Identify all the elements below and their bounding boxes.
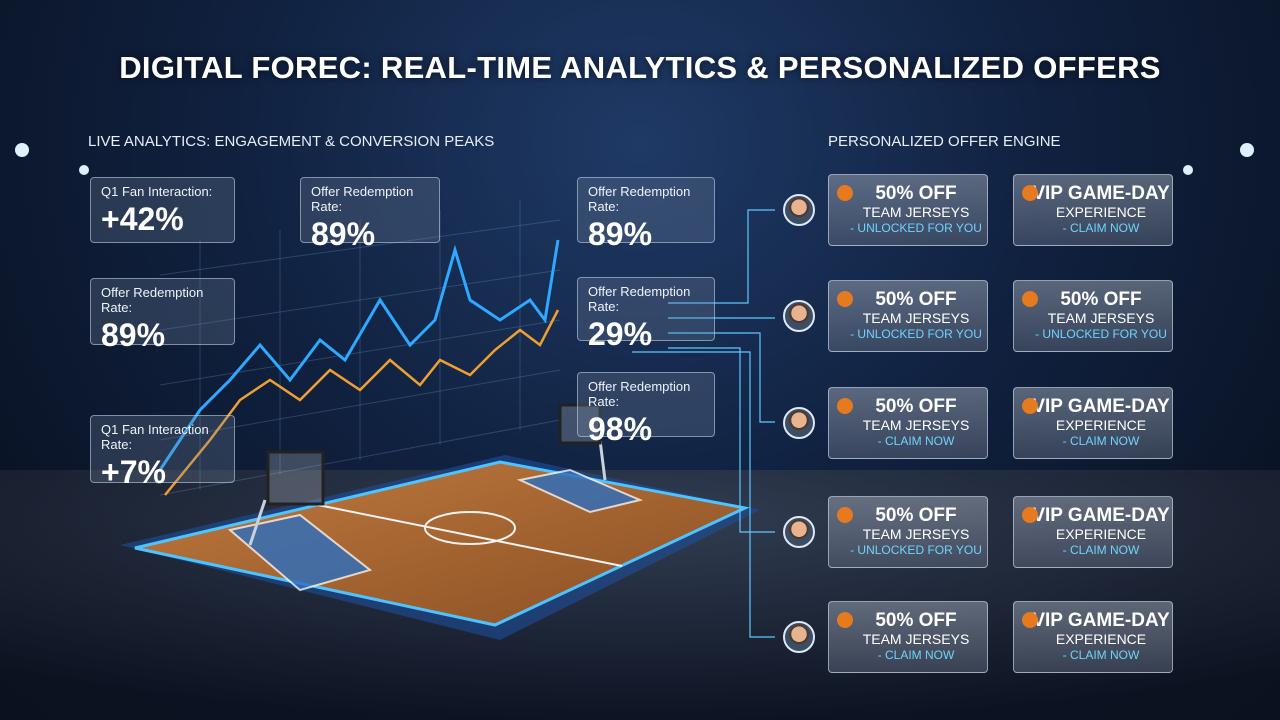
offer-card[interactable]: 50% OFF TEAM JERSEYS - UNLOCKED FOR YOU: [828, 174, 988, 246]
stat-card: Offer Redemption Rate: 98%: [577, 372, 715, 447]
offer-status: - CLAIM NOW: [877, 434, 955, 448]
offer-card[interactable]: VIP GAME-DAY EXPERIENCE - CLAIM NOW: [1013, 601, 1173, 673]
stat-label: Offer Redemption Rate:: [588, 379, 691, 409]
offer-headline: 50% OFF: [875, 289, 957, 310]
offer-headline: 50% OFF: [875, 396, 957, 417]
stat-label: Offer Redemption Rate:: [311, 184, 414, 214]
offer-item: TEAM JERSEYS: [862, 204, 970, 220]
stat-card: Offer Redemption Rate: 89%: [300, 177, 440, 252]
stat-value: 89%: [588, 216, 653, 252]
team-icon: [1022, 507, 1038, 523]
page-title: DIGITAL FOREC: REAL-TIME ANALYTICS & PER…: [119, 50, 1161, 85]
offer-item: EXPERIENCE: [1055, 204, 1147, 220]
offer-headline: VIP GAME-DAY: [1032, 610, 1170, 631]
stat-card: Offer Redemption Rate: 89%: [577, 177, 715, 252]
offer-item: EXPERIENCE: [1055, 526, 1147, 542]
offer-status: - CLAIM NOW: [1062, 221, 1140, 235]
offer-status: - UNLOCKED FOR YOU: [850, 543, 982, 557]
offer-card[interactable]: VIP GAME-DAY EXPERIENCE - CLAIM NOW: [1013, 496, 1173, 568]
offer-card[interactable]: 50% OFF TEAM JERSEYS - UNLOCKED FOR YOU: [1013, 280, 1173, 352]
offer-status: - CLAIM NOW: [877, 648, 955, 662]
team-icon: [1022, 612, 1038, 628]
offer-item: TEAM JERSEYS: [1047, 310, 1155, 326]
avatar: [783, 194, 815, 226]
stat-value: 89%: [311, 216, 376, 252]
offer-item: EXPERIENCE: [1055, 417, 1147, 433]
stat-card: Offer Redemption Rate: 29%: [577, 277, 715, 352]
avatar: [783, 621, 815, 653]
stat-value: 29%: [588, 316, 653, 352]
avatar: [783, 407, 815, 439]
avatar: [783, 300, 815, 332]
stat-label: Offer Redemption Rate:: [101, 285, 204, 315]
offer-headline: VIP GAME-DAY: [1032, 396, 1170, 417]
offer-status: - CLAIM NOW: [1062, 543, 1140, 557]
offer-headline: 50% OFF: [875, 610, 957, 631]
offer-status: - CLAIM NOW: [1062, 434, 1140, 448]
stat-label: Q1 Fan Interaction:: [101, 184, 213, 199]
stat-value: +42%: [101, 201, 184, 237]
stat-label: Q1 Fan Interaction Rate:: [101, 422, 209, 452]
offer-headline: 50% OFF: [875, 183, 957, 204]
team-icon: [837, 185, 853, 201]
team-icon: [837, 398, 853, 414]
stat-value: 98%: [588, 411, 653, 447]
stat-card: Offer Redemption Rate: 89%: [90, 278, 235, 353]
offer-item: TEAM JERSEYS: [862, 526, 970, 542]
team-icon: [1022, 185, 1038, 201]
stat-card: Q1 Fan Interaction: +42%: [90, 177, 235, 243]
offer-card[interactable]: 50% OFF TEAM JERSEYS - CLAIM NOW: [828, 601, 988, 673]
stat-label: Offer Redemption Rate:: [588, 284, 691, 314]
offer-card[interactable]: VIP GAME-DAY EXPERIENCE - CLAIM NOW: [1013, 174, 1173, 246]
stat-value: 89%: [101, 317, 166, 353]
team-icon: [1022, 398, 1038, 414]
offer-item: TEAM JERSEYS: [862, 310, 970, 326]
stat-label: Offer Redemption Rate:: [588, 184, 691, 214]
analytics-title: LIVE ANALYTICS: ENGAGEMENT & CONVERSION …: [88, 133, 495, 150]
offer-headline: VIP GAME-DAY: [1032, 183, 1170, 204]
stat-card: Q1 Fan Interaction Rate: +7%: [90, 415, 235, 490]
offer-card[interactable]: 50% OFF TEAM JERSEYS - CLAIM NOW: [828, 387, 988, 459]
team-icon: [837, 291, 853, 307]
team-icon: [837, 507, 853, 523]
offer-status: - CLAIM NOW: [1062, 648, 1140, 662]
offer-headline: 50% OFF: [875, 505, 957, 526]
stat-value: +7%: [101, 454, 166, 490]
offer-card[interactable]: 50% OFF TEAM JERSEYS - UNLOCKED FOR YOU: [828, 496, 988, 568]
offer-item: TEAM JERSEYS: [862, 417, 970, 433]
offer-headline: VIP GAME-DAY: [1032, 505, 1170, 526]
offer-status: - UNLOCKED FOR YOU: [850, 327, 982, 341]
offer-item: EXPERIENCE: [1055, 631, 1147, 647]
offer-card[interactable]: 50% OFF TEAM JERSEYS - UNLOCKED FOR YOU: [828, 280, 988, 352]
offer-headline: 50% OFF: [1060, 289, 1142, 310]
avatar: [783, 516, 815, 548]
offer-status: - UNLOCKED FOR YOU: [850, 221, 982, 235]
offer-status: - UNLOCKED FOR YOU: [1035, 327, 1167, 341]
team-icon: [837, 612, 853, 628]
offer-item: TEAM JERSEYS: [862, 631, 970, 647]
offer-card[interactable]: VIP GAME-DAY EXPERIENCE - CLAIM NOW: [1013, 387, 1173, 459]
team-icon: [1022, 291, 1038, 307]
offers-title: PERSONALIZED OFFER ENGINE: [828, 133, 1061, 150]
